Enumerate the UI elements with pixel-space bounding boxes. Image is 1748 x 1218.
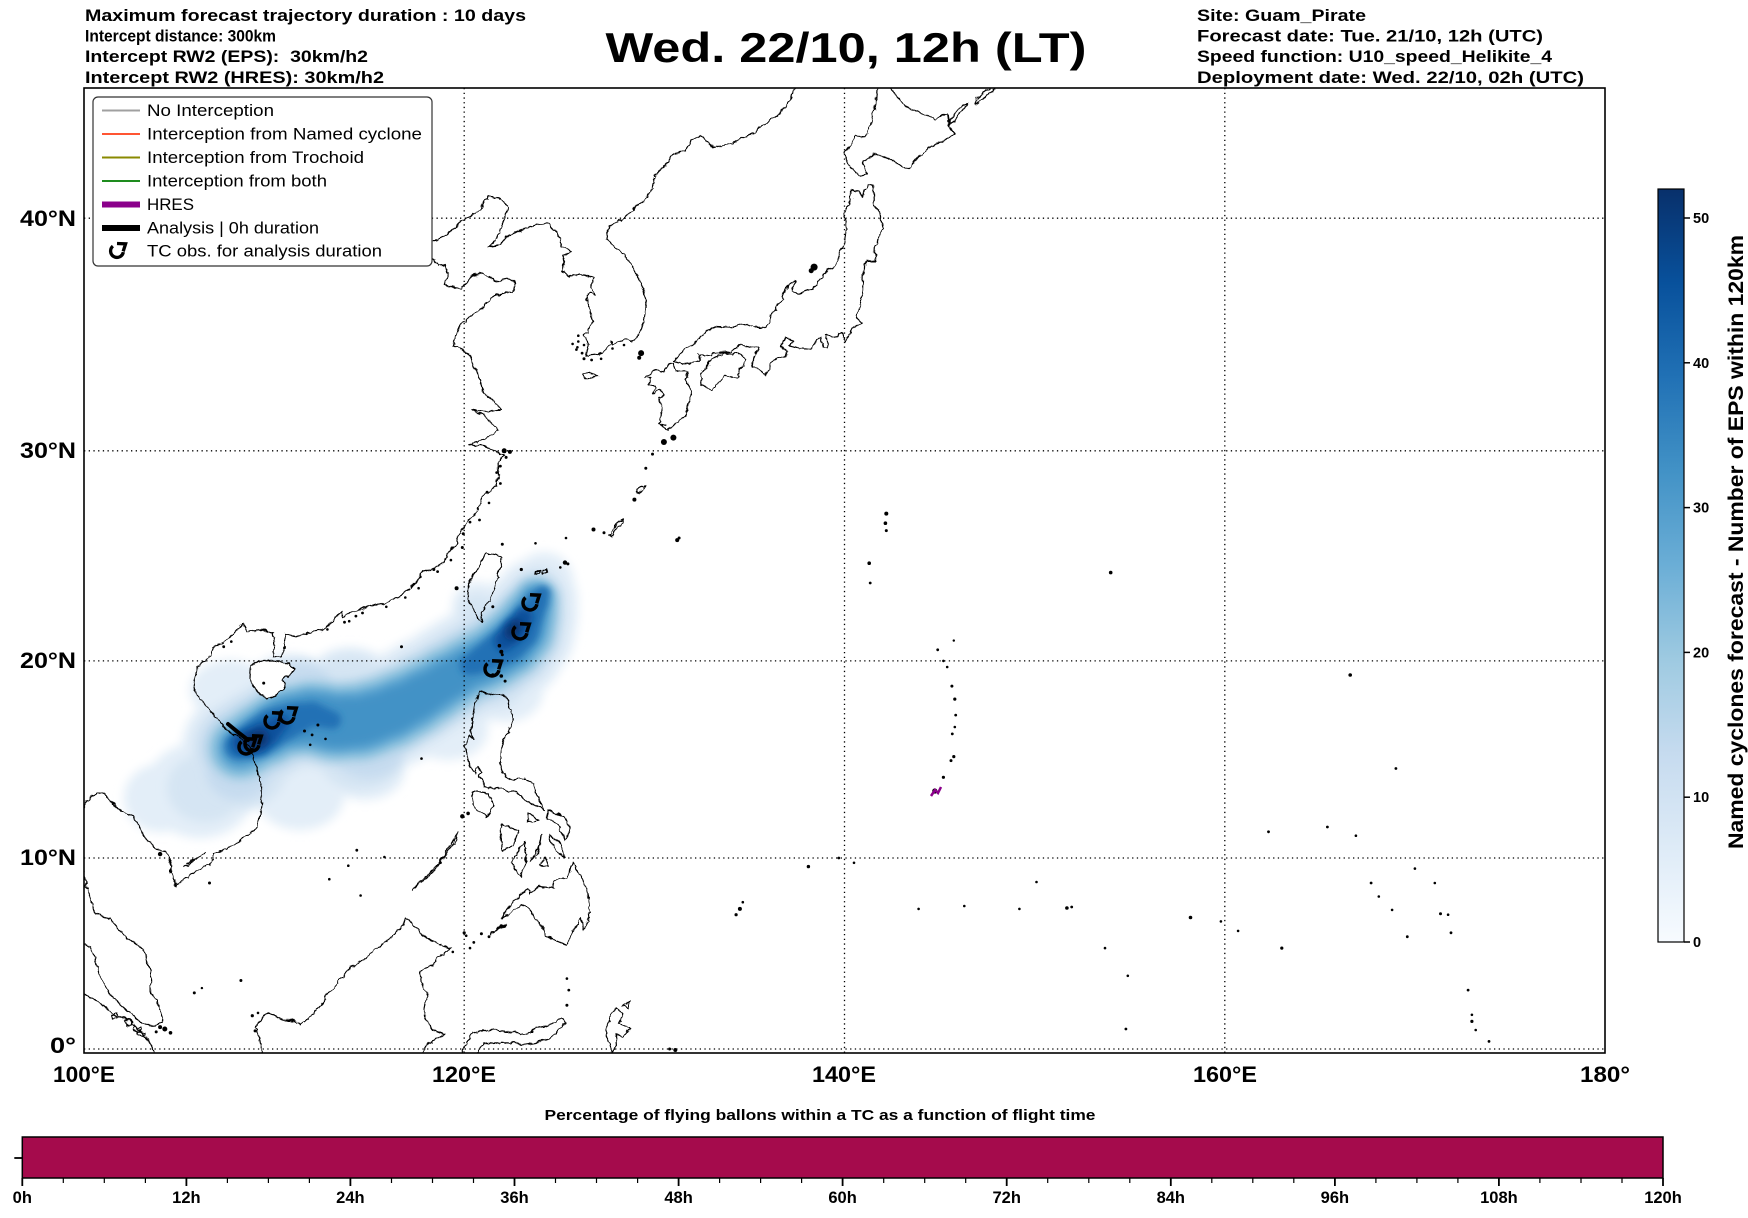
svg-text:Forecast date: Tue. 21/10, 12h: Forecast date: Tue. 21/10, 12h (UTC) [1197, 28, 1543, 46]
svg-text:10: 10 [1693, 790, 1709, 806]
svg-text:20: 20 [1693, 645, 1709, 661]
svg-text:12h: 12h [172, 1189, 200, 1207]
svg-text:Maximum forecast trajectory du: Maximum forecast trajectory duration : 1… [85, 7, 526, 25]
svg-text:Intercept RW2 (EPS): 30km/h2: Intercept RW2 (EPS): 30km/h2 [85, 48, 368, 66]
svg-text:30: 30 [1693, 501, 1709, 517]
svg-text:Intercept distance: 300km: Intercept distance: 300km [85, 28, 276, 46]
svg-text:Speed function: U10_speed_Heli: Speed function: U10_speed_Helikite_4 [1197, 48, 1553, 66]
svg-text:140°E: 140°E [812, 1062, 876, 1087]
svg-text:160°E: 160°E [1193, 1062, 1257, 1087]
svg-text:Named cyclones forecast - Numb: Named cyclones forecast - Number of EPS … [1725, 235, 1748, 849]
svg-text:120h: 120h [1644, 1189, 1682, 1207]
svg-text:72h: 72h [992, 1189, 1020, 1207]
svg-text:40: 40 [1693, 356, 1709, 372]
svg-text:10°N: 10°N [20, 845, 76, 870]
svg-text:30°N: 30°N [20, 438, 76, 463]
svg-text:48h: 48h [664, 1189, 692, 1207]
svg-text:0°: 0° [50, 1033, 76, 1058]
svg-text:40°N: 40°N [20, 206, 76, 231]
svg-text:36h: 36h [500, 1189, 528, 1207]
svg-text:Wed. 22/10, 12h (LT): Wed. 22/10, 12h (LT) [606, 24, 1087, 71]
svg-text:20°N: 20°N [20, 648, 76, 673]
svg-text:No Interception: No Interception [147, 102, 274, 120]
svg-text:24h: 24h [336, 1189, 364, 1207]
svg-text:Percentage of flying ballons w: Percentage of flying ballons within a TC… [545, 1107, 1096, 1124]
svg-text:84h: 84h [1157, 1189, 1185, 1207]
svg-text:Site: Guam_Pirate: Site: Guam_Pirate [1197, 7, 1366, 25]
svg-text:Intercept RW2 (HRES): 30km/h2: Intercept RW2 (HRES): 30km/h2 [85, 69, 384, 87]
svg-text:120°E: 120°E [432, 1062, 496, 1087]
svg-text:100°E: 100°E [53, 1062, 115, 1087]
svg-text:108h: 108h [1480, 1189, 1518, 1207]
svg-text:0: 0 [1693, 935, 1701, 951]
svg-text:Deployment date: Wed. 22/10, 0: Deployment date: Wed. 22/10, 02h (UTC) [1197, 69, 1584, 87]
svg-text:Interception from Named cyclon: Interception from Named cyclone [147, 126, 422, 144]
svg-text:Interception from both: Interception from both [147, 173, 327, 191]
svg-text:HRES: HRES [147, 196, 194, 214]
svg-text:96h: 96h [1321, 1189, 1349, 1207]
svg-text:60h: 60h [828, 1189, 856, 1207]
svg-text:0h: 0h [13, 1189, 32, 1207]
svg-text:Analysis | 0h duration: Analysis | 0h duration [147, 220, 319, 238]
svg-text:50: 50 [1693, 211, 1709, 227]
svg-text:TC obs. for analysis duration: TC obs. for analysis duration [147, 243, 382, 261]
svg-text:180°: 180° [1580, 1062, 1630, 1087]
svg-text:Interception from Trochoid: Interception from Trochoid [147, 149, 364, 167]
